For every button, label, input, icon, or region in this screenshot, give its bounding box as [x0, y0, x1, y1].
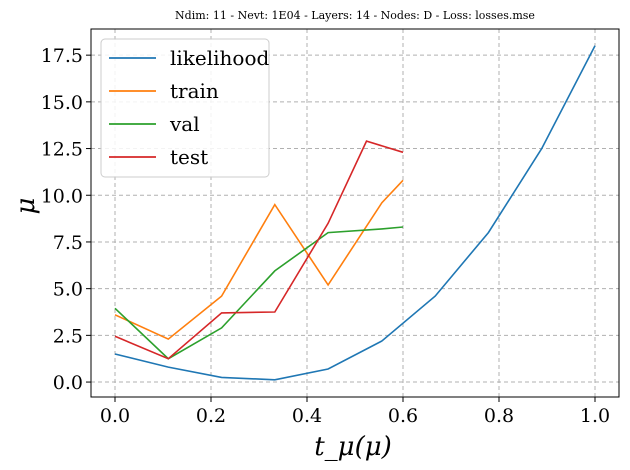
series-line-likelihood — [114, 45, 596, 381]
legend-label-test: test — [170, 145, 208, 169]
y-axis-ticks: 0.0 2.5 5.0 7.5 10.0 12.5 15.0 17.5 — [41, 45, 91, 394]
x-tick-label: 0.2 — [196, 405, 226, 427]
y-tick-label: 12.5 — [41, 139, 83, 161]
series-line-test — [114, 140, 404, 360]
series-line-val — [114, 226, 404, 360]
y-tick-label: 2.5 — [53, 325, 83, 347]
x-axis-ticks: 0.0 0.2 0.4 0.6 0.8 1.0 — [100, 397, 610, 427]
y-tick-label: 0.0 — [53, 372, 83, 394]
series-layer — [114, 45, 596, 381]
x-tick-label: 0.0 — [100, 405, 130, 427]
plot-frame — [90, 28, 620, 398]
legend-label-likelihood: likelihood — [170, 46, 270, 70]
y-tick-label: 7.5 — [53, 232, 83, 254]
x-axis-label: t_μ(μ) — [314, 432, 392, 462]
chart-title: Ndim: 11 - Nevt: 1E04 - Layers: 14 - Nod… — [175, 9, 535, 22]
x-tick-label: 0.6 — [388, 405, 418, 427]
y-tick-label: 15.0 — [41, 92, 83, 114]
legend: likelihood train val test — [100, 38, 270, 178]
y-tick-label: 5.0 — [53, 279, 83, 301]
x-tick-label: 1.0 — [580, 405, 610, 427]
y-tick-label: 17.5 — [41, 45, 83, 67]
legend-box — [100, 38, 270, 178]
legend-label-train: train — [170, 79, 219, 103]
y-axis-label: μ — [11, 198, 41, 215]
legend-label-val: val — [169, 112, 200, 136]
y-tick-label: 10.0 — [41, 185, 83, 207]
x-tick-label: 0.8 — [484, 405, 514, 427]
series-line-train — [114, 179, 404, 341]
x-tick-label: 0.4 — [292, 405, 322, 427]
